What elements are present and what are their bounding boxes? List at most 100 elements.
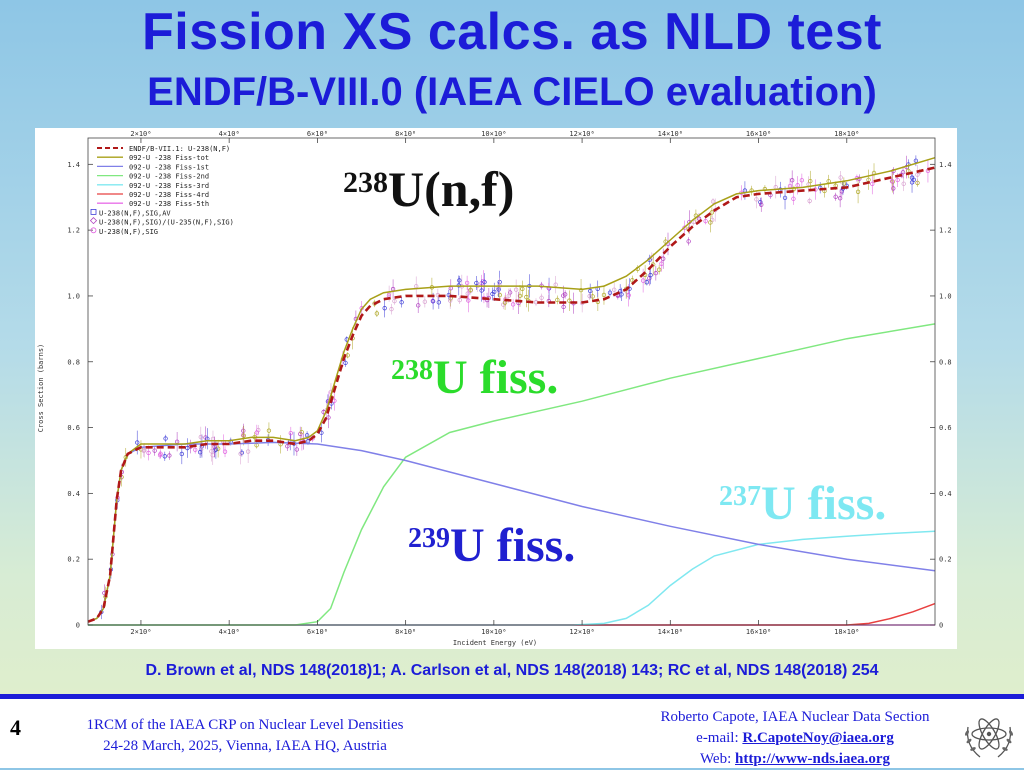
exp-data-point: [601, 292, 607, 298]
exp-data-point: [612, 287, 617, 292]
email-line: e-mail: R.CapoteNoy@iaea.org: [630, 728, 960, 749]
y-tick-label-right: 0.6: [939, 424, 952, 432]
y-tick-label: 0.6: [67, 424, 80, 432]
exp-data-point: [197, 450, 203, 455]
x-tick-label: 8×10⁶: [395, 628, 416, 636]
iaea-atom-olive-wreath-icon: [965, 718, 1013, 758]
plot-frame: [87, 137, 936, 626]
exp-data-point: [510, 302, 516, 307]
exp-data-point: [266, 428, 272, 433]
annotation-u239-fiss-text: U fiss.: [450, 519, 575, 572]
annotation-u238-nf: 238U(n,f): [343, 161, 514, 217]
exp-data-point: [436, 300, 441, 305]
x-tick-label-top: 18×10⁶: [834, 130, 859, 138]
exp-data-point: [590, 294, 595, 299]
exp-data-point: [686, 239, 691, 244]
exp-data-point: [468, 287, 473, 292]
annotation-u238-fiss-sup: 238: [391, 355, 433, 386]
exp-data-point: [492, 289, 497, 295]
email-link[interactable]: R.CapoteNoy@iaea.org: [742, 730, 894, 746]
exp-data-point: [644, 280, 650, 285]
y-tick-label-right: 1.0: [939, 292, 952, 300]
legend-entry: 092-U -238 Fiss-5th: [129, 200, 209, 208]
exp-data-point: [179, 451, 184, 457]
meeting-line-2: 24-28 March, 2025, Vienna, IAEA HQ, Aust…: [103, 738, 387, 754]
series-line: [88, 602, 936, 626]
meeting-line-1: 1RCM of the IAEA CRP on Nuclear Level De…: [86, 717, 404, 733]
exp-data-point: [238, 451, 243, 456]
exp-data-point: [618, 288, 623, 294]
exp-data-point: [567, 298, 572, 303]
exp-data-point: [254, 430, 259, 435]
exp-data-point: [141, 448, 146, 453]
x-tick-label: 4×10⁶: [219, 628, 240, 636]
exp-data-point: [790, 178, 795, 183]
exp-data-point: [457, 278, 462, 283]
exp-data-point: [758, 200, 763, 205]
exp-data-point: [430, 299, 436, 304]
slide-title: Fission XS calcs. as NLD test: [142, 3, 882, 61]
exp-data-point: [630, 278, 635, 283]
exp-data-point: [222, 449, 228, 454]
y-tick-label: 1.0: [67, 292, 80, 300]
legend-marker-circle: [90, 227, 97, 234]
exp-data-point: [520, 286, 525, 291]
legend-entry: 092-U -238 Fiss-3rd: [129, 182, 209, 190]
annotation-u237-fiss-sup: 237: [719, 481, 761, 512]
web-line: Web: http://www-nds.iaea.org: [630, 749, 960, 770]
exp-data-point: [807, 198, 812, 204]
y-axis-label: Cross Section (barns): [37, 344, 45, 433]
footer: 4 1RCM of the IAEA CRP on Nuclear Level …: [0, 699, 1024, 768]
x-tick-label-top: 8×10⁶: [395, 130, 416, 138]
exp-data-point: [482, 279, 487, 285]
exp-data-point: [288, 430, 293, 436]
x-axis-label: Incident Energy (eV): [453, 639, 537, 647]
meeting-info: 1RCM of the IAEA CRP on Nuclear Level De…: [55, 715, 435, 757]
exp-data-point: [759, 202, 764, 207]
y-tick-label: 0.4: [67, 490, 80, 498]
exp-data-point: [167, 453, 172, 458]
exp-data-point: [626, 293, 631, 298]
contact-info: Roberto Capote, IAEA Nuclear Data Sectio…: [630, 707, 960, 770]
annotation-u237-fiss-text: U fiss.: [761, 477, 886, 530]
exp-data-point: [163, 436, 168, 441]
slide-number: 4: [10, 715, 21, 740]
exp-data-point: [855, 189, 861, 194]
exp-data-point: [457, 297, 462, 303]
legend-entry: U-238(N,F),SIG,AV: [99, 209, 171, 217]
exp-data-point: [241, 433, 246, 438]
exp-data-point: [808, 178, 813, 184]
y-tick-label-right: 0: [939, 622, 943, 630]
exp-data-point: [895, 177, 900, 183]
series-line: [87, 156, 936, 623]
exp-data-point: [285, 444, 290, 449]
exp-data-point: [553, 282, 558, 287]
x-tick-label-top: 4×10⁶: [219, 130, 240, 138]
x-tick-label-top: 16×10⁶: [746, 130, 771, 138]
y-tick-label: 1.4: [67, 161, 80, 169]
annotation-u238-fiss: 238U fiss.: [391, 351, 558, 404]
exp-data-point: [416, 303, 421, 308]
exp-data-point: [833, 194, 838, 199]
exp-data-point: [901, 181, 906, 186]
exp-data-point: [791, 186, 797, 192]
exp-data-point: [517, 293, 523, 299]
web-link[interactable]: http://www-nds.iaea.org: [735, 751, 891, 767]
exp-data-point: [870, 181, 875, 187]
series-line: [87, 166, 936, 623]
exp-data-point: [607, 290, 613, 295]
exp-data-point: [240, 432, 246, 438]
exp-data-point: [555, 297, 560, 303]
web-label: Web:: [699, 751, 736, 767]
exp-data-point: [198, 434, 203, 440]
exp-data-point: [294, 447, 299, 452]
exp-data-point: [513, 287, 519, 292]
exp-data-point: [466, 298, 471, 303]
exp-data-point: [135, 440, 140, 445]
exp-data-point: [682, 225, 687, 230]
exp-data-point: [648, 273, 653, 278]
annotation-u239-fiss: 239U fiss.: [408, 519, 575, 572]
x-tick-label: 16×10⁶: [746, 628, 771, 636]
exp-data-point: [152, 448, 157, 453]
exp-data-point: [900, 170, 906, 175]
